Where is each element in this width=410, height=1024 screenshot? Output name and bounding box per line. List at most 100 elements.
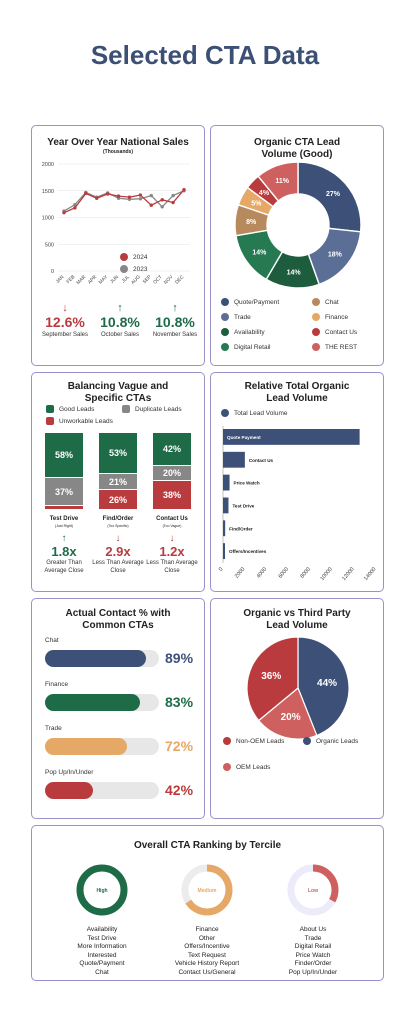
pie-slice [297,636,350,737]
arrow-up-icon: ↑ [61,533,67,544]
legend-item: OEM Leads [223,763,270,771]
slice-label: 44% [317,678,337,689]
x-tick-label: 8000 [299,566,311,579]
category-label: Quote Payment [227,435,261,440]
data-point [171,193,175,198]
tercile-group: High Availability Test Drive More Informati… [52,862,152,977]
ring-track [76,864,128,916]
legend-item: Availability [221,328,265,336]
list-item: More Information [77,943,127,950]
data-point [160,205,164,209]
legend-label: Duplicate Leads [135,405,182,413]
multiplier-value: 2.9x [105,544,131,559]
tercile-label: Medium [198,888,217,894]
organic-title: Organic CTA Lead Volume (Good) [253,137,341,160]
bar [223,429,360,445]
legend-label: Unworkable Leads [59,417,113,425]
category-label: Test Drive [232,503,254,508]
legend-item: 2024 [120,253,147,261]
slice-label: 27% [326,191,341,198]
arrow-down-icon: ↓ [62,302,68,314]
bar [223,451,245,468]
yoy-line-chart: 0 500 1000 1500 2000 JAN FEB MAR APR MAY JUN JUL AUG… [42,162,190,286]
balancing-card: Balancing Vague and Specific CTAs Good L… [31,372,205,592]
list-item: Quote/Payment [79,960,125,967]
category-label: Find/Order [229,526,253,531]
legend-label: Total Lead Volume [234,409,288,417]
list-item: Price Watch [295,951,331,959]
progress-track [45,650,159,667]
multiplier-caption: Less Than Average Close [146,560,198,574]
column-note: (Too Vague) [162,524,182,528]
list-item: Finder/Order [294,960,332,967]
column-name: Test Drive [49,516,79,522]
legend-item: 2023 [120,265,147,273]
x-tick-label: 10000 [319,566,333,582]
contact-percent-card: Actual Contact % with Common CTAs Chat 89… [31,598,205,819]
data-point [160,198,164,202]
legend-dot-icon [312,313,320,321]
bar-value: 42% [165,782,194,798]
legend-label: Quote/Payment [234,298,280,306]
legend-item: Unworkable Leads [46,417,113,425]
slice-label: 5% [251,201,262,208]
bar [223,520,226,537]
data-point [116,194,121,198]
column-note: (Too Specific) [107,524,129,528]
slice-label: 20% [281,712,301,723]
legend-item: THE REST [312,343,357,351]
y-tick-label: 0 [51,269,54,275]
close-multiplier: ↓ 1.2x Less Than Average Close [142,533,202,575]
bar [223,497,229,514]
tercile-list: About Us Trade Digital Retail Price Watch Fi… [263,926,363,977]
organic-legend: Quote/Payment Chat Trade Finance Availabilit… [221,298,381,358]
list-item: Other [198,934,216,942]
legend-label: Organic Leads [316,737,359,745]
x-tick-label: 6000 [278,566,290,579]
legend-label: Availability [234,328,265,336]
organic-cta-card: Organic CTA Lead Volume (Good) 27% 18% 14%… [210,125,384,366]
legend-label: Good Leads [59,405,95,413]
column-name: Find/Order [102,516,134,522]
yoy-title: Year Over Year National Sales [47,137,189,148]
column-header: Find/Order (Too Specific) [88,516,148,530]
y-tick-label: 1000 [42,216,54,222]
yoy-subtitle: (Thousands) [103,149,133,155]
x-tick-label: NOV [163,274,175,286]
tercile-group: Low About Us Trade Digital Retail Price Watc… [263,862,363,977]
legend-item: Duplicate Leads [122,405,182,413]
legend-dot-icon [221,409,229,417]
data-point [73,202,77,207]
x-tick-label: SEP [142,274,153,285]
legend-dot-icon [120,265,128,273]
legend-label: Finance [325,313,349,321]
slice-label: 14% [252,249,267,256]
legend-dot-icon [223,763,231,771]
data-point [138,193,143,197]
legend-label: Non-OEM Leads [236,737,285,745]
legend-item: Quote/Payment [221,298,279,306]
legend-label: Trade [234,313,251,321]
slice-label: 36% [261,671,281,682]
x-tick-label: 2000 [234,566,246,579]
progress-fill [45,694,140,711]
pie-slice [257,687,318,740]
progress-track [45,782,159,799]
list-item: Pop Up/In/Under [288,968,338,976]
data-point [171,200,175,205]
data-point [95,196,99,200]
tercile-list: Availability Test Drive More Information In… [52,926,152,977]
legend-item: Trade [221,313,251,321]
x-tick-label: FEB [65,274,76,285]
legend-dot-icon [46,417,54,425]
bar-segment: 38% [153,480,191,509]
balancing-title: Balancing Vague and Specific CTAs [67,381,169,404]
y-tick-label: 1500 [42,189,54,195]
legend-dot-icon [120,253,128,261]
x-tick-label: 0 [218,566,225,572]
legend-label: Contact Us [325,328,358,336]
legend-item: Chat [312,298,339,306]
x-tick-label: MAY [98,274,110,286]
bar [223,543,225,559]
x-tick-label: MAR [75,274,87,286]
